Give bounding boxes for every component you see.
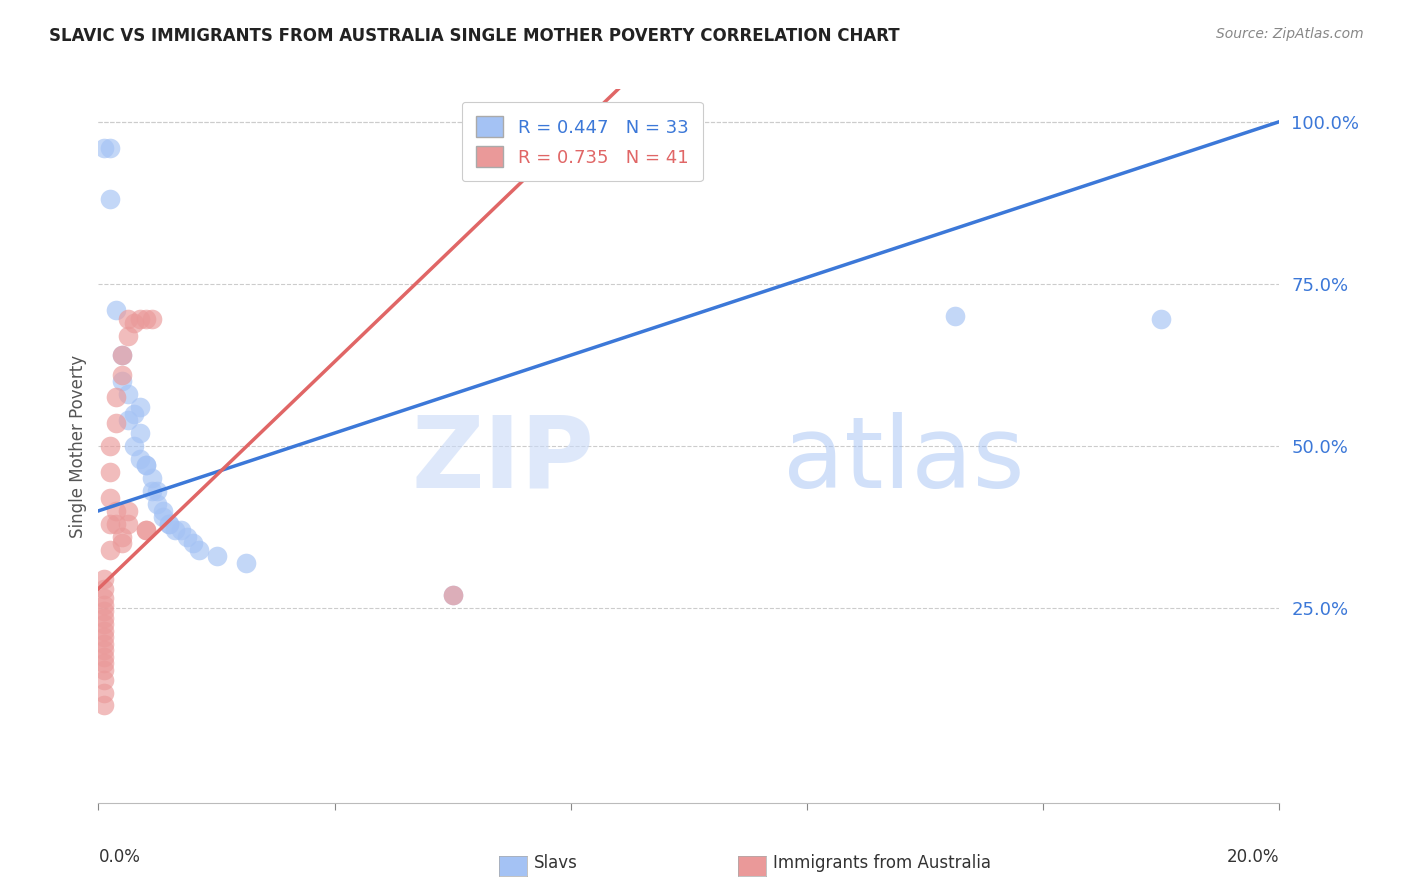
Text: Immigrants from Australia: Immigrants from Australia (773, 854, 991, 871)
Point (105, 504, 128, 518)
Point (105, 417, 128, 431)
Point (111, 530, 134, 544)
Point (93, 572, 115, 586)
Point (93, 685, 115, 699)
Point (441, 588, 464, 602)
Point (93, 582, 115, 596)
Point (93, 673, 115, 687)
Point (93, 663, 115, 677)
Point (98, 140, 121, 154)
Point (98, 542, 121, 557)
Point (135, 524, 157, 538)
Point (105, 390, 128, 404)
Point (98, 465, 121, 479)
Point (111, 536, 134, 550)
Point (93, 611, 115, 625)
Point (235, 556, 257, 570)
Point (135, 312, 157, 326)
Point (93, 637, 115, 651)
Point (93, 643, 115, 657)
Legend: R = 0.447   N = 33, R = 0.735   N = 41: R = 0.447 N = 33, R = 0.735 N = 41 (461, 102, 703, 181)
Point (176, 530, 198, 544)
Point (93, 604, 115, 618)
Point (146, 484, 169, 499)
Point (105, 516, 128, 531)
Point (93, 698, 115, 713)
Text: ZIP: ZIP (412, 412, 595, 508)
Point (93, 649, 115, 664)
Point (170, 524, 193, 538)
Point (93, 624, 115, 638)
Point (117, 504, 139, 518)
Point (117, 413, 139, 427)
Point (98, 439, 121, 453)
Point (98, 193, 121, 207)
Point (441, 588, 464, 602)
Point (98, 516, 121, 531)
Point (157, 516, 180, 531)
Text: Slavs: Slavs (534, 854, 578, 871)
Point (128, 452, 150, 467)
Point (165, 524, 187, 538)
Point (135, 524, 157, 538)
Point (93, 631, 115, 645)
Point (111, 374, 134, 388)
Text: SLAVIC VS IMMIGRANTS FROM AUSTRALIA SINGLE MOTHER POVERTY CORRELATION CHART: SLAVIC VS IMMIGRANTS FROM AUSTRALIA SING… (49, 27, 900, 45)
Point (93, 591, 115, 606)
Point (141, 484, 163, 499)
Point (152, 504, 174, 518)
Point (111, 348, 134, 362)
Point (135, 458, 157, 473)
Point (93, 598, 115, 612)
Text: atlas: atlas (783, 412, 1025, 508)
Point (117, 312, 139, 326)
Point (205, 549, 228, 564)
Point (117, 516, 139, 531)
Point (141, 312, 163, 326)
Point (111, 368, 134, 382)
Point (128, 400, 150, 414)
Text: Source: ZipAtlas.com: Source: ZipAtlas.com (1216, 27, 1364, 41)
Point (152, 510, 174, 524)
Point (187, 542, 209, 557)
Point (93, 140, 115, 154)
Point (141, 471, 163, 485)
Point (943, 310, 966, 324)
Point (93, 657, 115, 671)
Text: 0.0%: 0.0% (98, 848, 141, 866)
Point (98, 491, 121, 505)
Y-axis label: Single Mother Poverty: Single Mother Poverty (69, 354, 87, 538)
Point (122, 316, 145, 330)
Point (122, 407, 145, 421)
Text: 20.0%: 20.0% (1227, 848, 1279, 866)
Point (128, 312, 150, 326)
Point (93, 617, 115, 632)
Point (122, 439, 145, 453)
Point (135, 458, 157, 473)
Point (1150, 312, 1173, 326)
Point (157, 516, 180, 531)
Point (111, 348, 134, 362)
Point (146, 497, 169, 511)
Point (181, 536, 204, 550)
Point (105, 302, 128, 317)
Point (117, 387, 139, 401)
Point (128, 425, 150, 440)
Point (117, 328, 139, 343)
